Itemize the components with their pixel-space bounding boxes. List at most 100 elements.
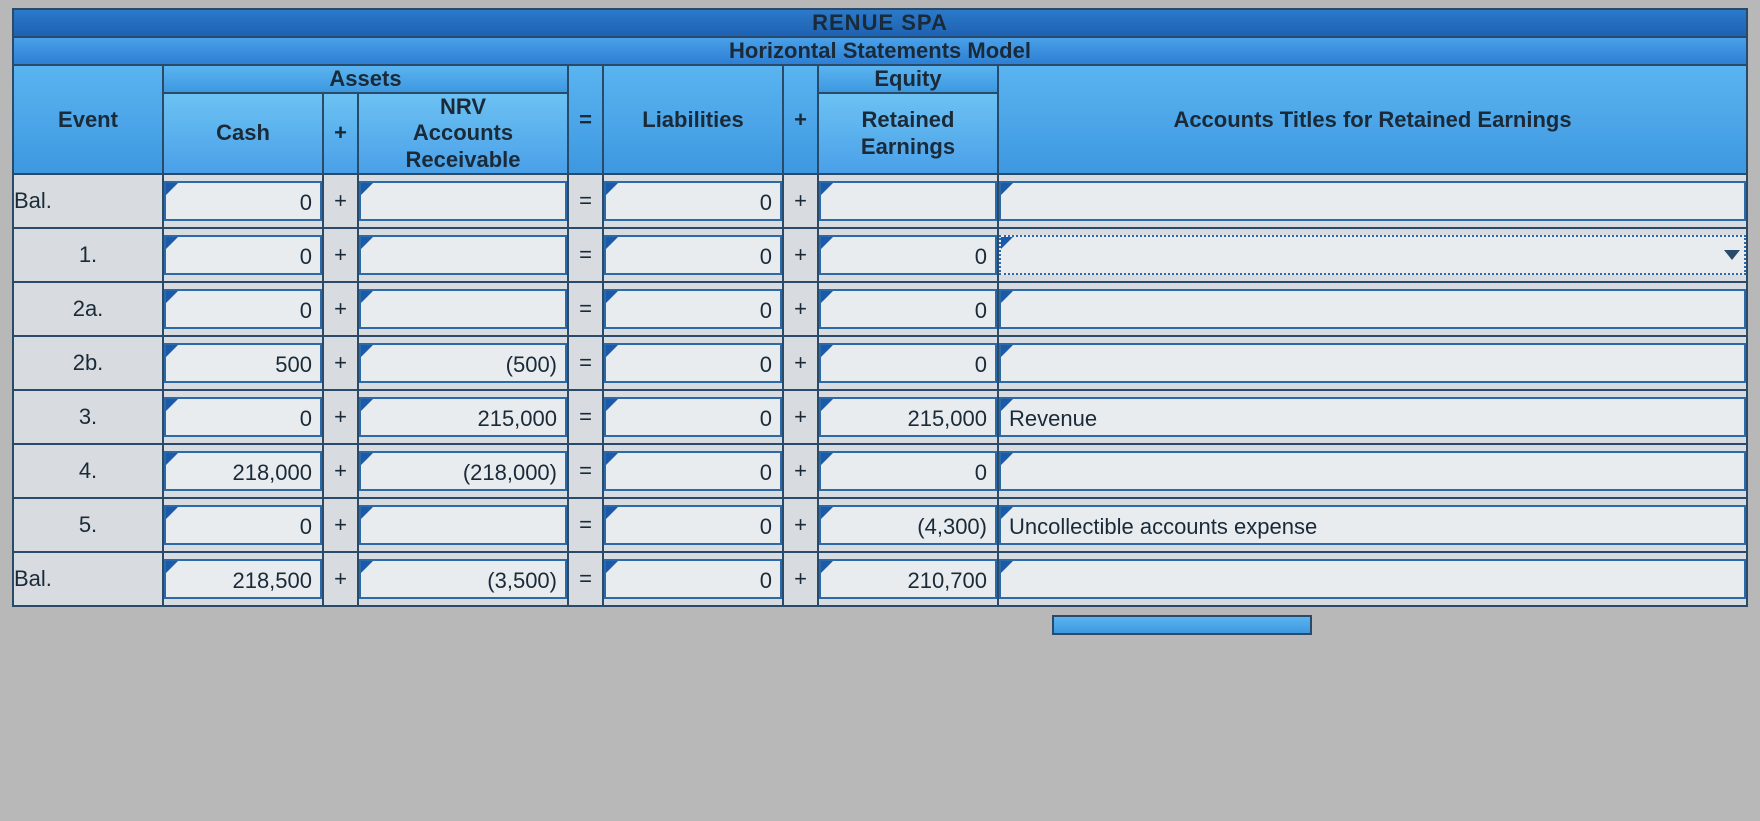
liabilities-input[interactable]: 0 [604, 235, 782, 275]
liabilities-input[interactable]: 0 [604, 343, 782, 383]
cash-input-cell: 218,500 [163, 552, 323, 606]
nrv-input[interactable] [359, 289, 567, 329]
liabilities-input-cell: 0 [603, 552, 783, 606]
header-nrv-line3: Receivable [406, 147, 521, 172]
retained-earnings-input[interactable]: 0 [819, 235, 997, 275]
accounts-title-cell [998, 552, 1747, 606]
eq-op: = [568, 498, 603, 552]
liabilities-input-cell: 0 [603, 444, 783, 498]
plus-op: + [323, 498, 358, 552]
nrv-input[interactable] [359, 505, 567, 545]
table-row: Bal.0+=0+ [13, 174, 1747, 228]
retained-earnings-input[interactable]: 0 [819, 343, 997, 383]
plus-op: + [783, 390, 818, 444]
accounts-title-input[interactable] [999, 181, 1746, 221]
accounts-title-cell [998, 174, 1747, 228]
nrv-input-cell: (3,500) [358, 552, 568, 606]
header-liabilities: Liabilities [603, 65, 783, 174]
nrv-input[interactable]: (500) [359, 343, 567, 383]
liabilities-input[interactable]: 0 [604, 559, 782, 599]
nrv-input-cell: (500) [358, 336, 568, 390]
nrv-input[interactable]: 215,000 [359, 397, 567, 437]
header-cash: Cash [163, 93, 323, 174]
nrv-input[interactable] [359, 181, 567, 221]
accounts-title-input[interactable] [999, 289, 1746, 329]
plus-op: + [783, 228, 818, 282]
table-row: 4.218,000+(218,000)=0+0 [13, 444, 1747, 498]
retained-earnings-input[interactable]: (4,300) [819, 505, 997, 545]
subtitle-row: Horizontal Statements Model [13, 37, 1747, 65]
plus-op: + [323, 390, 358, 444]
accounts-title-dropdown[interactable] [999, 235, 1746, 275]
horizontal-statements-table: RENUE SPA Horizontal Statements Model Ev… [12, 8, 1748, 607]
liabilities-input-cell: 0 [603, 390, 783, 444]
cash-input[interactable]: 0 [164, 397, 322, 437]
liabilities-input[interactable]: 0 [604, 181, 782, 221]
cash-input-cell: 0 [163, 390, 323, 444]
retained-earnings-input-cell: 215,000 [818, 390, 998, 444]
header-equity-group: Equity [818, 65, 998, 93]
retained-earnings-input[interactable]: 0 [819, 451, 997, 491]
cash-input[interactable]: 0 [164, 181, 322, 221]
cash-input-cell: 0 [163, 228, 323, 282]
event-cell: 2a. [13, 282, 163, 336]
nrv-input-cell [358, 228, 568, 282]
cash-input[interactable]: 500 [164, 343, 322, 383]
retained-earnings-input-cell: 210,700 [818, 552, 998, 606]
liabilities-input-cell: 0 [603, 498, 783, 552]
cash-input[interactable]: 218,000 [164, 451, 322, 491]
company-title: RENUE SPA [13, 9, 1747, 37]
plus-op: + [783, 552, 818, 606]
event-cell: 4. [13, 444, 163, 498]
accounts-title-input[interactable] [999, 559, 1746, 599]
header-retained: RetainedEarnings [818, 93, 998, 174]
footer-button-partial[interactable] [1052, 615, 1312, 635]
retained-earnings-input[interactable]: 210,700 [819, 559, 997, 599]
nrv-input[interactable]: (218,000) [359, 451, 567, 491]
header-eq: = [568, 65, 603, 174]
retained-earnings-input-cell: (4,300) [818, 498, 998, 552]
table-row: Bal.218,500+(3,500)=0+210,700 [13, 552, 1747, 606]
accounts-title-input[interactable] [999, 343, 1746, 383]
table-body: Bal.0+=0+1.0+=0+0☟2a.0+=0+02b.500+(500)=… [13, 174, 1747, 606]
cash-input[interactable]: 0 [164, 505, 322, 545]
cash-input[interactable]: 0 [164, 289, 322, 329]
title-row: RENUE SPA [13, 9, 1747, 37]
liabilities-input[interactable]: 0 [604, 505, 782, 545]
header-plus1: + [323, 93, 358, 174]
accounts-title-cell: Revenue [998, 390, 1747, 444]
liabilities-input[interactable]: 0 [604, 289, 782, 329]
accounts-title-cell [998, 282, 1747, 336]
plus-op: + [323, 336, 358, 390]
cash-input[interactable]: 218,500 [164, 559, 322, 599]
eq-op: = [568, 336, 603, 390]
plus-op: + [323, 444, 358, 498]
nrv-input[interactable] [359, 235, 567, 275]
accounts-title-cell [998, 444, 1747, 498]
plus-op: + [323, 552, 358, 606]
accounts-title-input[interactable]: Revenue [999, 397, 1746, 437]
header-event: Event [13, 65, 163, 174]
model-subtitle: Horizontal Statements Model [13, 37, 1747, 65]
accounts-title-input[interactable] [999, 451, 1746, 491]
cash-input[interactable]: 0 [164, 235, 322, 275]
eq-op: = [568, 444, 603, 498]
accounts-title-input[interactable]: Uncollectible accounts expense [999, 505, 1746, 545]
liabilities-input[interactable]: 0 [604, 451, 782, 491]
retained-earnings-input[interactable]: 215,000 [819, 397, 997, 437]
eq-op: = [568, 174, 603, 228]
nrv-input-cell: 215,000 [358, 390, 568, 444]
eq-op: = [568, 282, 603, 336]
retained-earnings-input[interactable] [819, 181, 997, 221]
header-nrv-line2: Accounts [413, 120, 513, 145]
event-cell: Bal. [13, 552, 163, 606]
liabilities-input[interactable]: 0 [604, 397, 782, 437]
event-cell: 2b. [13, 336, 163, 390]
event-cell: 3. [13, 390, 163, 444]
nrv-input-cell [358, 498, 568, 552]
nrv-input[interactable]: (3,500) [359, 559, 567, 599]
retained-earnings-input[interactable]: 0 [819, 289, 997, 329]
nrv-input-cell [358, 174, 568, 228]
plus-op: + [323, 228, 358, 282]
cash-input-cell: 0 [163, 282, 323, 336]
